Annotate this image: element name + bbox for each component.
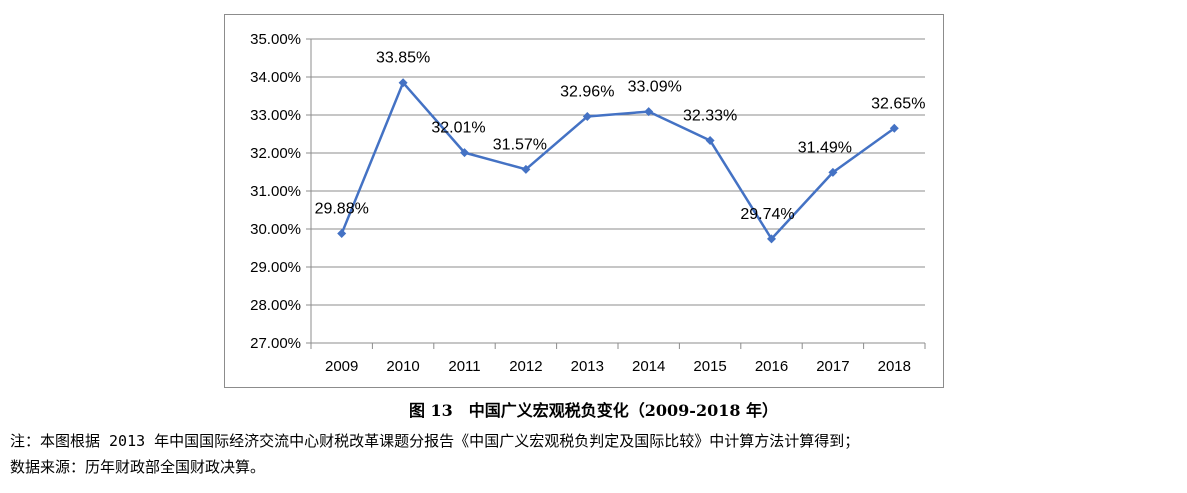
- y-tick-label: 35.00%: [250, 31, 301, 48]
- x-tick-label: 2015: [693, 358, 726, 375]
- line-chart: 27.00% 28.00% 29.00% 30.00% 31.00% 32.00% 33.0…: [250, 31, 926, 375]
- x-tick-label: 2011: [448, 358, 480, 375]
- data-label: 29.88%: [315, 201, 369, 218]
- data-point: [889, 123, 899, 133]
- data-label: 32.33%: [683, 107, 737, 124]
- data-point: [521, 164, 531, 174]
- data-point: [705, 135, 715, 145]
- note-method: 注：本图根据 2013 年中国国际经济交流中心财税改革课题分报告《中国广义宏观税…: [10, 432, 860, 450]
- y-tick-label: 28.00%: [250, 297, 301, 314]
- y-tick-label: 33.00%: [250, 107, 301, 124]
- data-point: [828, 167, 838, 177]
- data-point: [460, 148, 469, 158]
- data-label: 31.49%: [798, 139, 852, 156]
- data-point: [337, 229, 347, 239]
- y-tick-label: 31.00%: [250, 183, 301, 200]
- x-tick-label: 2009: [325, 358, 358, 375]
- x-tick-label: 2013: [571, 358, 604, 375]
- figure-caption: 图 13 中国广义宏观税负变化（2009-2018 年）: [408, 401, 779, 420]
- data-label: 32.96%: [560, 84, 614, 101]
- y-tick-label: 34.00%: [250, 69, 301, 86]
- data-label: 29.74%: [740, 206, 794, 223]
- chart-frame: 27.00% 28.00% 29.00% 30.00% 31.00% 32.00% 33.0…: [224, 14, 944, 388]
- y-tick-label: 32.00%: [250, 145, 301, 162]
- x-tick-label: 2017: [816, 358, 849, 375]
- data-label: 31.57%: [493, 136, 547, 153]
- y-tick-label: 27.00%: [250, 335, 301, 352]
- series-line: [340, 81, 896, 241]
- data-point: [644, 107, 654, 117]
- data-point: [767, 234, 776, 244]
- data-point: [398, 78, 408, 88]
- data-label: 32.01%: [431, 120, 485, 137]
- note-source: 数据来源：历年财政部全国财政决算。: [10, 458, 266, 476]
- data-label: 33.85%: [376, 50, 430, 67]
- x-tick-label: 2014: [632, 358, 665, 375]
- y-tick-label: 29.00%: [250, 259, 301, 276]
- data-label: 33.09%: [628, 79, 682, 96]
- x-tick-label: 2018: [878, 358, 911, 375]
- x-tick-label: 2016: [755, 358, 788, 375]
- data-point: [582, 112, 592, 122]
- data-label: 32.65%: [871, 95, 925, 112]
- x-tick-label: 2010: [386, 358, 419, 375]
- y-tick-label: 30.00%: [250, 221, 301, 238]
- x-tick-label: 2012: [509, 358, 542, 375]
